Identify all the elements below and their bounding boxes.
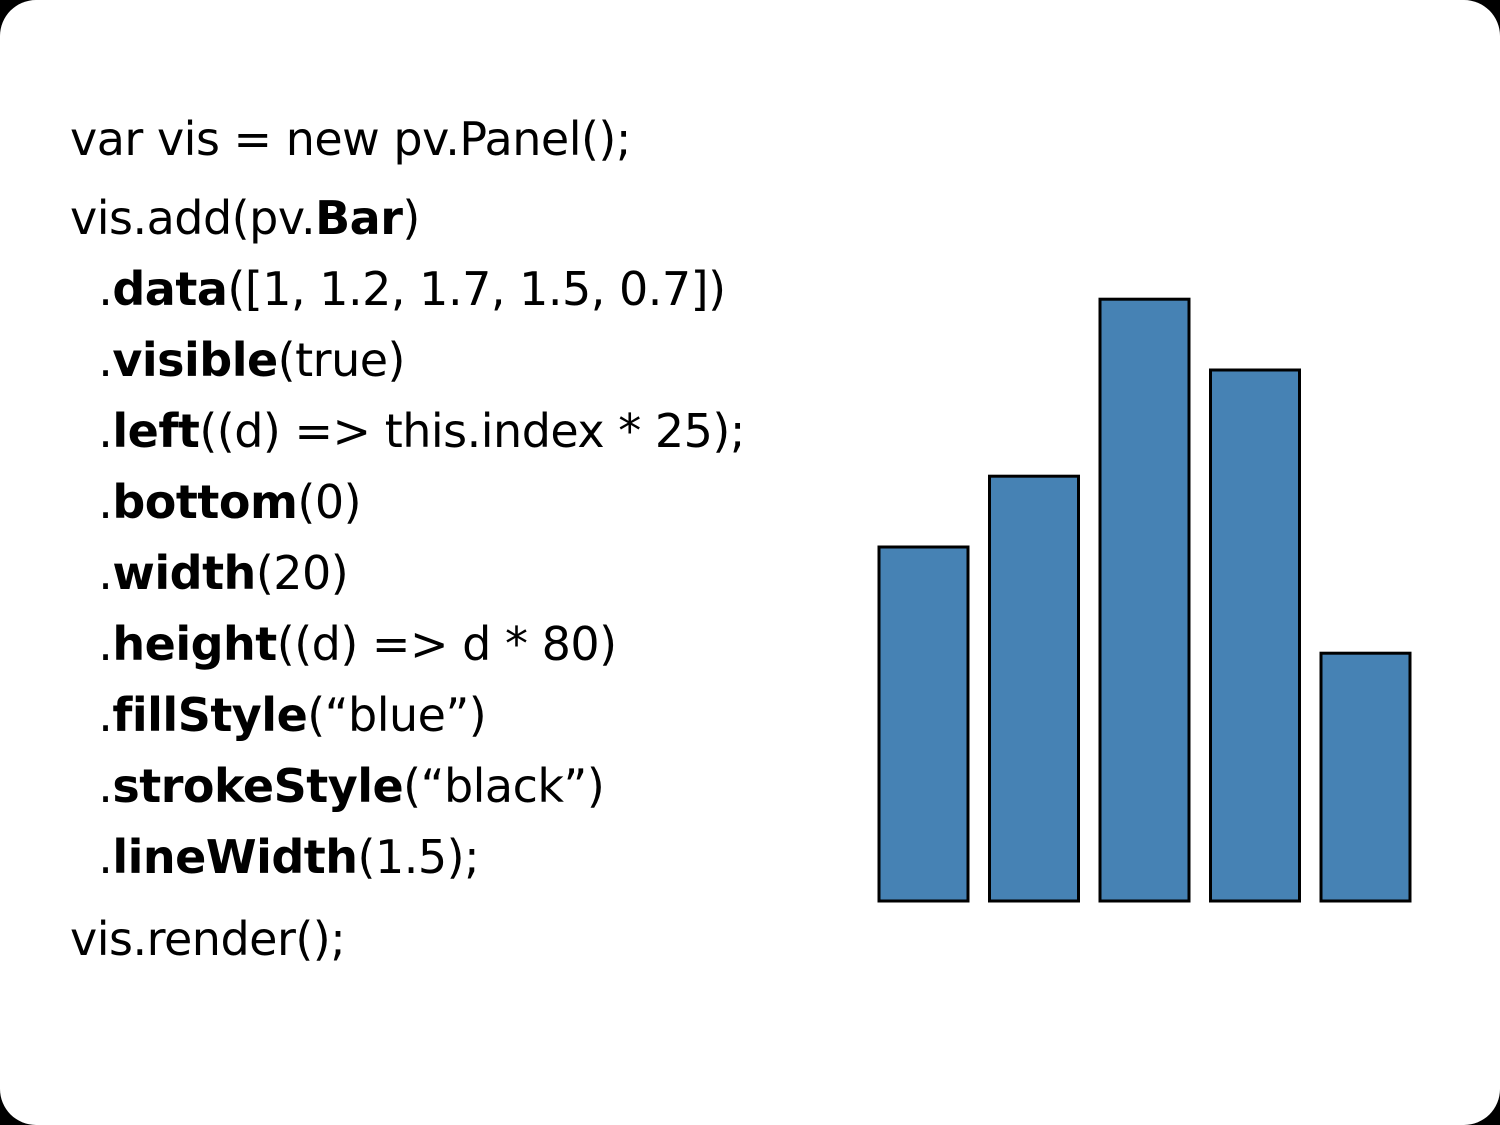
code-text: (true) (277, 333, 406, 387)
code-text: (0) (297, 475, 362, 529)
code-line: .lineWidth(1.5); (70, 830, 479, 884)
code-text: ) (402, 191, 420, 245)
code-keyword: bottom (112, 475, 298, 529)
code-line: vis.add(pv.Bar) (70, 191, 420, 245)
code-text: . (70, 759, 113, 813)
code-text: . (70, 688, 113, 742)
code-text: (1.5); (357, 830, 480, 884)
code-text: (“blue”) (307, 688, 487, 742)
code-line: .fillStyle(“blue”) (70, 688, 487, 742)
code-text: . (70, 262, 113, 316)
bar-5 (1319, 651, 1412, 903)
code-keyword: visible (112, 333, 278, 387)
code-line: vis.render(); (70, 912, 346, 966)
code-text: ([1, 1.2, 1.7, 1.5, 0.7]) (227, 262, 726, 316)
code-text: . (70, 475, 113, 529)
bar-2 (988, 474, 1080, 903)
code-text: (“black”) (403, 759, 605, 813)
code-line: .bottom(0) (70, 475, 361, 529)
code-text: ((d) => d * 80) (276, 617, 617, 671)
code-keyword: fillStyle (112, 688, 308, 742)
code-keyword: lineWidth (112, 830, 358, 884)
code-line: .width(20) (70, 546, 349, 600)
code-line: .visible(true) (70, 333, 405, 387)
code-text: (20) (255, 546, 349, 600)
code-text: . (70, 617, 113, 671)
code-line: .left((d) => this.index * 25); (70, 404, 745, 458)
code-line: .height((d) => d * 80) (70, 617, 617, 671)
code-line: .strokeStyle(“black”) (70, 759, 605, 813)
code-text: var vis = new pv.Panel(); (70, 112, 631, 166)
code-text: vis.render(); (70, 912, 346, 966)
code-keyword: left (112, 404, 200, 458)
bar-1 (877, 545, 970, 903)
code-text: . (70, 546, 113, 600)
code-text: ((d) => this.index * 25); (199, 404, 745, 458)
code-text: . (70, 830, 113, 884)
code-text: . (70, 333, 113, 387)
code-keyword: strokeStyle (112, 759, 404, 813)
code-keyword: Bar (315, 191, 403, 245)
code-line: .data([1, 1.2, 1.7, 1.5, 0.7]) (70, 262, 726, 316)
code-keyword: width (112, 546, 256, 600)
code-text: vis.add(pv. (70, 191, 316, 245)
code-keyword: height (112, 617, 277, 671)
code-text: . (70, 404, 113, 458)
bar-4 (1209, 368, 1301, 903)
code-line: var vis = new pv.Panel(); (70, 112, 631, 166)
bar-3 (1098, 297, 1191, 903)
code-keyword: data (112, 262, 228, 316)
